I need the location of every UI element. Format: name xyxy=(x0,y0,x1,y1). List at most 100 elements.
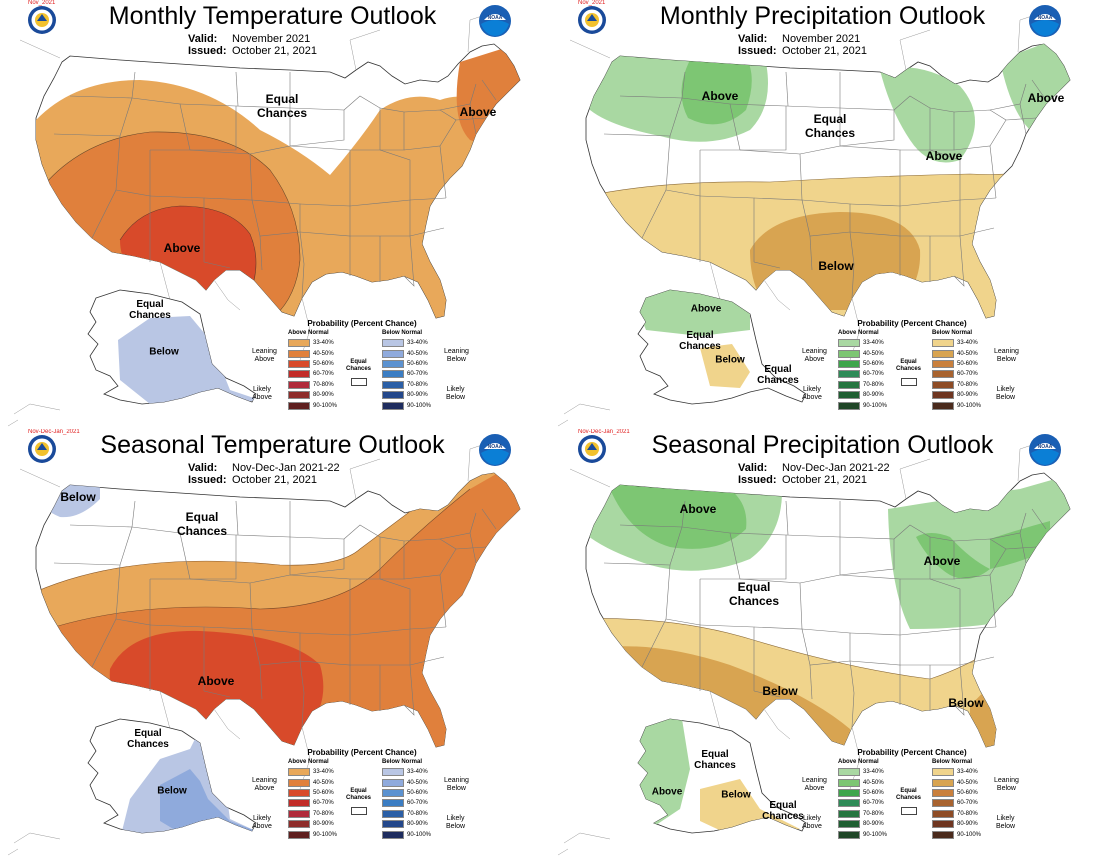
legend-above-swatches: 33-40% 40-50% 50-60% 60-70% 70-80% 80-90% 90-1… xyxy=(838,767,887,840)
legend-swatch xyxy=(838,370,860,379)
department-of-commerce-seal-icon xyxy=(578,435,606,463)
legend-swatch-label: 70-80% xyxy=(957,381,978,388)
region-label-southeast-below: Below xyxy=(948,696,984,710)
legend-below-swatches: 33-40% 40-50% 50-60% 60-70% 70-80% 80-90% 90-1… xyxy=(932,338,981,411)
legend-swatch-row: 40-50% xyxy=(288,348,337,358)
legend-leaning-below: Leaning Below xyxy=(994,777,1019,792)
issued-value: October 21, 2021 xyxy=(232,45,318,57)
seasonal-precipitation-panel: Nov-Dec-Jan_2021 NOAA Seasonal Precipita… xyxy=(550,429,1100,858)
legend-swatch-row: 80-90% xyxy=(932,390,981,400)
legend-head-below: Below Normal xyxy=(382,759,423,765)
region-label-above: Above xyxy=(197,674,235,688)
legend-swatch-label: 70-80% xyxy=(863,810,884,817)
legend-swatch-row: 80-90% xyxy=(838,819,887,829)
legend-swatch xyxy=(932,339,954,348)
legend-swatch-label: 40-50% xyxy=(407,779,428,786)
legend-swatch xyxy=(288,788,310,797)
legend-swatch-row: 40-50% xyxy=(838,348,887,358)
legend-swatch-row: 90-100% xyxy=(288,400,337,410)
legend-swatch-label: 80-90% xyxy=(863,392,884,399)
valid-value: Nov-Dec-Jan 2021-22 xyxy=(232,462,340,474)
region-label-alaska-equal-chances: Equal Chances xyxy=(679,330,721,352)
legend-swatch-row: 70-80% xyxy=(838,380,887,390)
legend-swatch xyxy=(932,380,954,389)
legend-swatch-label: 60-70% xyxy=(957,371,978,378)
legend-swatch-label: 90-100% xyxy=(313,831,338,838)
legend-swatch-row: 70-80% xyxy=(382,380,431,390)
legend-swatch-row: 90-100% xyxy=(838,829,887,839)
legend-swatch-row: 40-50% xyxy=(932,777,981,787)
legend-swatch-label: 33-40% xyxy=(863,769,884,776)
legend-swatch-row: 90-100% xyxy=(288,829,337,839)
legend-swatch xyxy=(288,768,310,777)
issued-label: Issued: xyxy=(188,474,227,486)
legend-swatch xyxy=(382,799,404,808)
probability-legend: Probability (Percent Chance) Above Norma… xyxy=(802,319,1022,425)
region-label-above-northeast: Above xyxy=(459,105,497,119)
legend-swatch xyxy=(288,830,310,839)
legend-swatch-row: 70-80% xyxy=(288,380,337,390)
legend-swatch-label: 80-90% xyxy=(313,821,334,828)
legend-swatch xyxy=(288,401,310,410)
legend-swatch-label: 33-40% xyxy=(313,340,334,347)
legend-swatch-row: 50-60% xyxy=(932,788,981,798)
legend-head-below: Below Normal xyxy=(932,759,973,765)
region-label-alaska-equal-chances: Equal Chances xyxy=(129,299,171,321)
legend-swatch-label: 50-60% xyxy=(313,789,334,796)
legend-swatch xyxy=(288,359,310,368)
legend-swatch-label: 33-40% xyxy=(407,340,428,347)
legend-swatch-row: 80-90% xyxy=(382,390,431,400)
legend-swatch-row: 33-40% xyxy=(288,767,337,777)
validity-block: Valid: Nov-Dec-Jan 2021-22 Issued: October… xyxy=(738,462,890,486)
legend-head-above: Above Normal xyxy=(838,759,879,765)
legend-swatch-label: 40-50% xyxy=(407,350,428,357)
legend-swatch xyxy=(382,359,404,368)
legend-swatch-row: 60-70% xyxy=(838,798,887,808)
legend-swatch-label: 50-60% xyxy=(957,360,978,367)
legend-swatch xyxy=(288,339,310,348)
legend-swatch xyxy=(838,339,860,348)
legend-swatch-row: 90-100% xyxy=(382,829,431,839)
legend-swatch-label: 60-70% xyxy=(313,371,334,378)
legend-title: Probability (Percent Chance) xyxy=(307,319,417,328)
region-label-equal-chances: Equal Chances xyxy=(256,92,308,120)
legend-swatch-row: 80-90% xyxy=(382,819,431,829)
legend-swatch-label: 40-50% xyxy=(313,779,334,786)
legend-swatch-label: 90-100% xyxy=(313,402,338,409)
legend-swatch-row: 70-80% xyxy=(382,809,431,819)
legend-leaning-above: Leaning Above xyxy=(252,348,277,363)
legend-swatch-label: 70-80% xyxy=(863,381,884,388)
svg-text:NOAA: NOAA xyxy=(488,444,503,450)
noaa-logo-icon: NOAA xyxy=(479,5,511,37)
period-tag: Nov-Dec-Jan_2021 xyxy=(28,429,80,435)
legend-likely-below: Likely Below xyxy=(996,386,1016,401)
legend-swatch-row: 60-70% xyxy=(838,369,887,379)
region-label-alaska-equal-chances: Equal Chances xyxy=(694,749,736,771)
legend-swatch xyxy=(838,391,860,400)
svg-text:NOAA: NOAA xyxy=(1038,15,1053,21)
legend-likely-above: Likely Above xyxy=(252,386,272,401)
issued-value: October 21, 2021 xyxy=(782,474,868,486)
legend-swatch-row: 80-90% xyxy=(288,819,337,829)
probability-legend: Probability (Percent Chance) Above Norma… xyxy=(802,748,1022,854)
legend-swatch xyxy=(932,349,954,358)
legend-likely-below: Likely Below xyxy=(446,815,466,830)
legend-swatch xyxy=(382,370,404,379)
legend-swatch xyxy=(382,809,404,818)
region-label-alaska-above: Above xyxy=(651,786,683,798)
legend-swatch-label: 90-100% xyxy=(863,402,888,409)
legend-swatch-row: 60-70% xyxy=(932,798,981,808)
legend-swatch-label: 90-100% xyxy=(407,831,432,838)
region-label-above: Above xyxy=(163,241,201,255)
issued-label: Issued: xyxy=(188,45,227,57)
legend-swatch-row: 50-60% xyxy=(838,788,887,798)
region-label-alaska-below: Below xyxy=(149,346,179,358)
legend-swatch-label: 60-70% xyxy=(407,371,428,378)
region-label-alaska-equal-chances-south: Equal Chances xyxy=(762,800,804,822)
monthly-precipitation-map xyxy=(557,9,1071,427)
legend-title: Probability (Percent Chance) xyxy=(857,748,967,757)
legend-swatch-label: 70-80% xyxy=(407,381,428,388)
legend-swatch xyxy=(932,391,954,400)
legend-swatch-label: 70-80% xyxy=(313,810,334,817)
legend-swatch-row: 60-70% xyxy=(288,369,337,379)
